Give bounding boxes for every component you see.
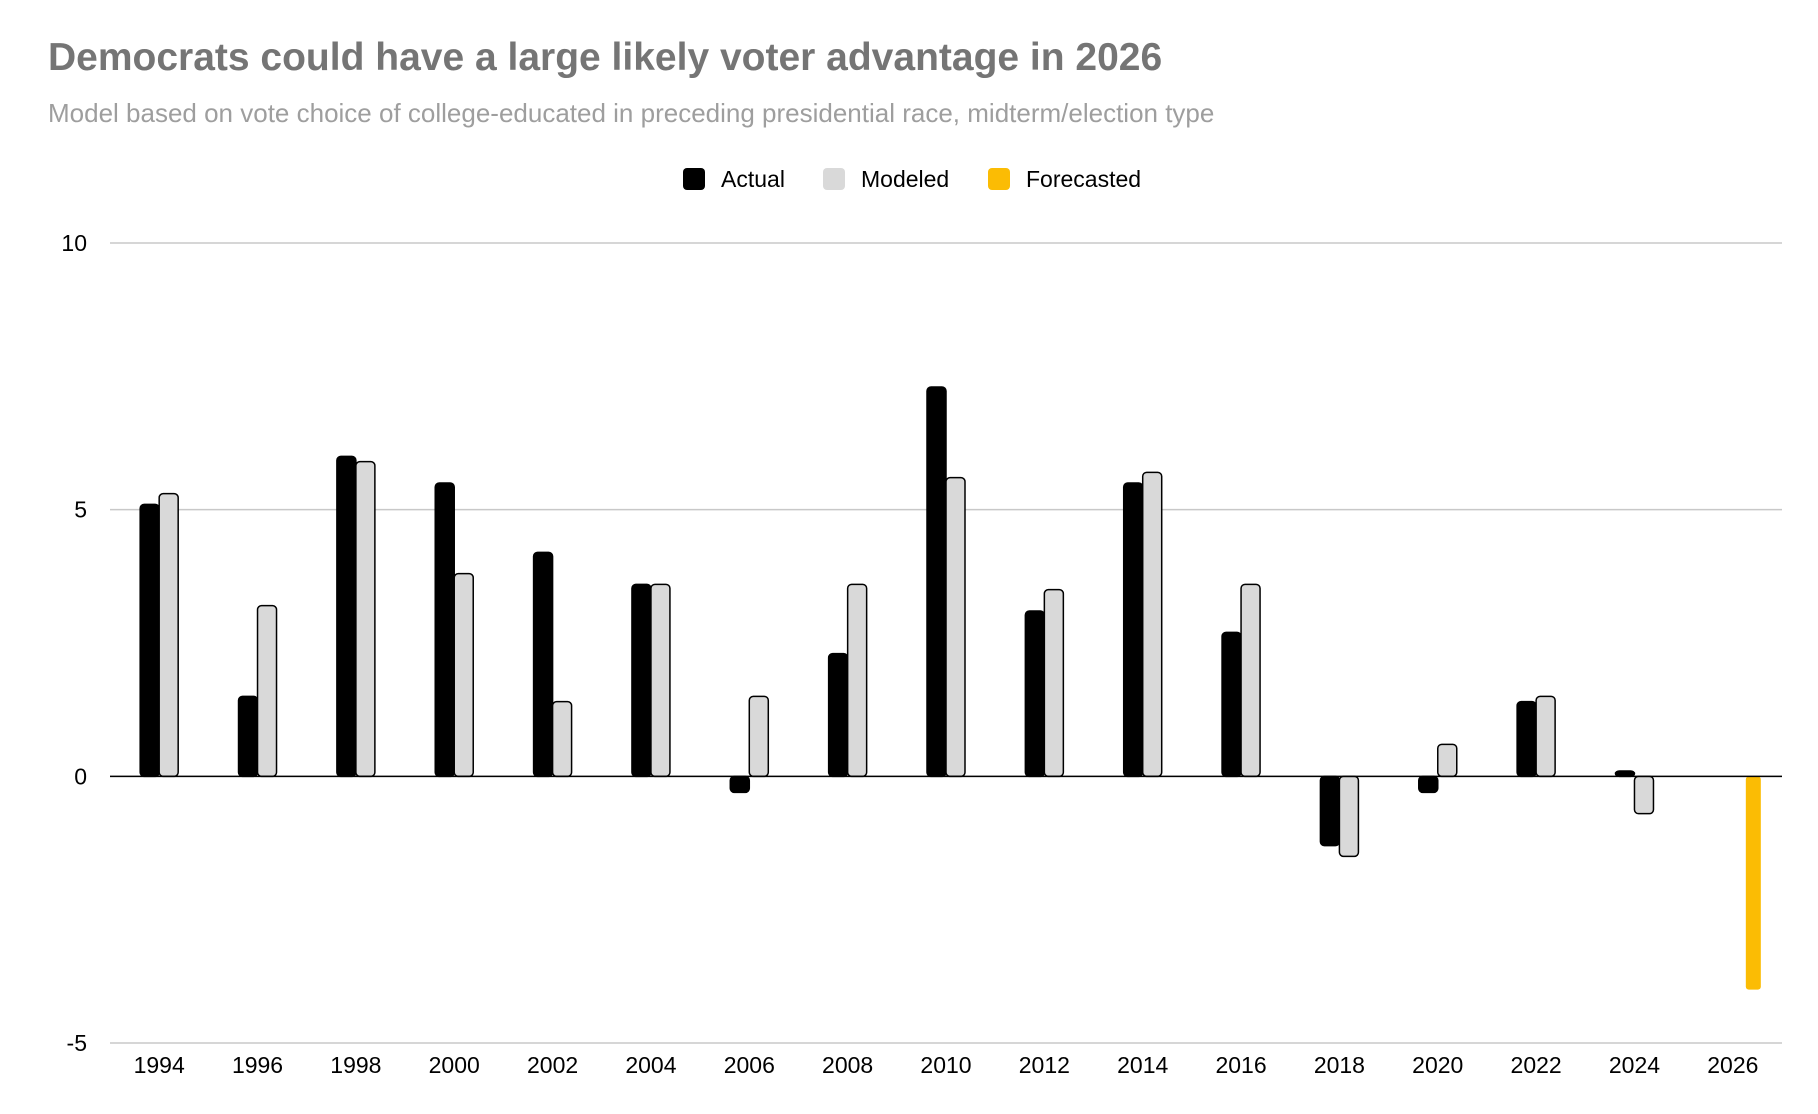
bar-actual-2000	[434, 482, 455, 778]
bar-modeled-2020	[1437, 743, 1458, 778]
x-tick-label: 2016	[1215, 1052, 1266, 1078]
bar-actual-1998	[336, 455, 357, 778]
bar-actual-1996	[237, 695, 259, 778]
y-tick-label: -5	[67, 1030, 87, 1056]
bar-actual-2012	[1024, 610, 1046, 778]
x-tick-label: 2014	[1117, 1052, 1168, 1078]
legend-swatch-modeled	[823, 168, 845, 190]
legend: Actual Modeled Forecasted	[683, 166, 1141, 192]
bar-actual-1994	[139, 503, 160, 778]
x-tick-label: 2024	[1609, 1052, 1660, 1078]
x-tick-label: 2020	[1412, 1052, 1463, 1078]
legend-label-forecasted: Forecasted	[1026, 166, 1141, 192]
x-tick-label: 2006	[724, 1052, 775, 1078]
x-tick-label: 1998	[330, 1052, 381, 1078]
x-tick-label: 2004	[625, 1052, 676, 1078]
y-tick-label: 5	[74, 497, 87, 523]
x-tick-label: 2018	[1314, 1052, 1365, 1078]
bar-modeled-2006	[748, 695, 770, 778]
bar-actual-2004	[631, 583, 652, 778]
bar-actual-2024	[1614, 770, 1636, 778]
chart-title: Democrats could have a large likely vote…	[48, 36, 1163, 79]
bar-forecasted-2026	[1745, 776, 1761, 990]
bar-actual-2006	[729, 775, 751, 794]
chart-subtitle: Model based on vote choice of college-ed…	[48, 98, 1215, 128]
x-tick-label: 2002	[527, 1052, 578, 1078]
legend-label-modeled: Modeled	[861, 166, 949, 192]
bar-actual-2018	[1319, 775, 1341, 847]
bar-actual-2008	[827, 652, 849, 778]
x-tick-label: 2008	[822, 1052, 873, 1078]
legend-label-actual: Actual	[721, 166, 785, 192]
bar-actual-2016	[1221, 631, 1242, 778]
bar-modeled-1998	[355, 460, 376, 778]
bar-actual-2014	[1122, 482, 1144, 778]
bar-actual-2020	[1418, 775, 1439, 794]
bars	[110, 386, 1782, 990]
bar-modeled-2014	[1141, 471, 1163, 778]
x-tick-label: 1996	[232, 1052, 283, 1078]
bar-modeled-2000	[453, 572, 474, 778]
bar-modeled-2008	[846, 583, 868, 778]
x-tick-label: 2010	[920, 1052, 971, 1078]
bar-actual-2022	[1516, 700, 1537, 778]
bar-modeled-1994	[158, 492, 179, 778]
bar-modeled-2018	[1338, 775, 1360, 858]
x-axis: 1994 1996 1998 2000 2002 2004 2006 2008 2010 2012…	[134, 1052, 1759, 1078]
bar-modeled-2024	[1633, 775, 1655, 815]
y-tick-label: 0	[74, 763, 87, 789]
y-tick-label: 10	[61, 230, 87, 256]
x-tick-label: 1994	[134, 1052, 185, 1078]
x-tick-label: 2026	[1707, 1052, 1758, 1078]
y-axis: 10 5 0 -5	[61, 230, 87, 1056]
x-tick-label: 2022	[1511, 1052, 1562, 1078]
bar-modeled-2016	[1240, 583, 1261, 778]
bar-modeled-2022	[1535, 695, 1556, 778]
legend-swatch-actual	[683, 168, 705, 190]
bar-modeled-2002	[551, 700, 573, 778]
bar-actual-2002	[532, 551, 554, 778]
bar-modeled-2010	[945, 476, 966, 778]
legend-swatch-forecasted	[988, 168, 1010, 190]
bar-modeled-1996	[256, 604, 278, 778]
x-tick-label: 2000	[429, 1052, 480, 1078]
bar-actual-2010	[926, 386, 947, 778]
bar-modeled-2004	[650, 583, 671, 778]
bar-modeled-2012	[1043, 588, 1065, 778]
x-tick-label: 2012	[1019, 1052, 1070, 1078]
